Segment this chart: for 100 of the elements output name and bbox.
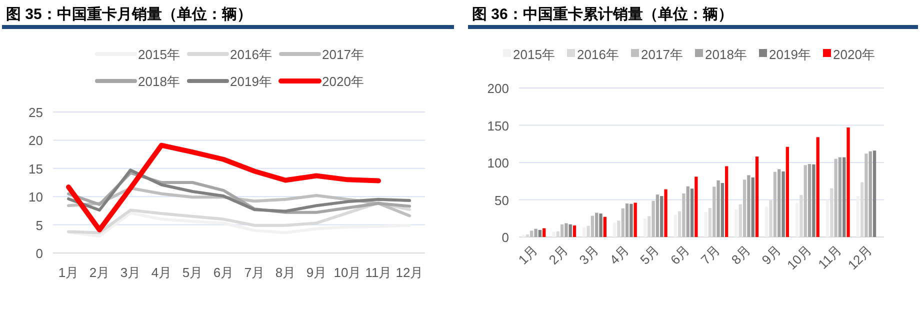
bar [599, 214, 602, 237]
y-tick-label: 200 [487, 81, 509, 96]
bar [530, 230, 534, 237]
x-tick-label: 3月 [576, 242, 602, 268]
bar [742, 180, 746, 237]
x-tick-label: 6月 [213, 265, 234, 280]
bar [856, 196, 860, 237]
legend-label: 2020年 [833, 47, 875, 62]
bar [716, 180, 720, 237]
x-tick-label: 3月 [120, 265, 141, 280]
x-tick-label: 2月 [89, 265, 110, 280]
bar [590, 216, 594, 237]
y-tick-label: 20 [28, 133, 43, 148]
bar [786, 146, 790, 237]
bar [682, 193, 686, 237]
y-tick-label: 150 [487, 118, 509, 134]
bar [755, 156, 759, 237]
bar [725, 166, 728, 237]
x-tick-label: 7月 [698, 242, 723, 268]
bar [838, 157, 842, 237]
legend-label: 2016年 [577, 47, 619, 62]
y-tick-label: 50 [494, 192, 509, 208]
legend-label: 2018年 [705, 47, 747, 62]
bar [826, 200, 830, 237]
x-tick-label: 8月 [275, 265, 296, 280]
bar [652, 200, 655, 237]
legend-label: 2018年 [138, 74, 180, 89]
legend-label: 2019年 [230, 74, 272, 89]
bar [572, 225, 576, 237]
bar [664, 189, 668, 237]
x-tick-label: 11月 [815, 242, 844, 272]
bar [568, 224, 572, 237]
x-tick-label: 4月 [606, 242, 632, 268]
legend-label: 2015年 [138, 47, 180, 62]
bar [834, 158, 838, 237]
x-tick-label: 11月 [365, 265, 392, 280]
x-tick-label: 9月 [758, 242, 784, 268]
bar [782, 171, 785, 237]
legend-label: 2017年 [322, 47, 364, 62]
bar [751, 177, 754, 237]
y-tick-label: 25 [28, 105, 43, 120]
bar [816, 137, 820, 237]
bar [812, 164, 816, 237]
line-series [67, 211, 411, 238]
chart-title: 图 35：中国重卡月销量（单位：辆） [6, 6, 252, 23]
bar [712, 186, 716, 237]
y-tick-label: 10 [28, 190, 43, 205]
bar [694, 176, 698, 237]
x-tick-label: 5月 [182, 265, 203, 280]
bar [674, 214, 677, 237]
bar [560, 224, 564, 237]
bar [542, 228, 546, 237]
bar [625, 203, 629, 237]
x-tick-label: 2月 [546, 242, 571, 268]
x-tick-label: 9月 [306, 265, 327, 280]
chart-title: 图 36：中国重卡累计销量（单位：辆） [472, 6, 733, 23]
x-tick-label: 5月 [637, 242, 662, 268]
bar [690, 188, 694, 237]
x-tick-label: 7月 [244, 265, 265, 280]
bar [864, 154, 868, 237]
x-tick-label: 12月 [396, 265, 424, 280]
bar [582, 227, 586, 237]
line-series [67, 201, 411, 234]
x-tick-label: 1月 [515, 242, 540, 268]
legend-label: 2017年 [641, 47, 683, 62]
x-tick-label: 10月 [784, 242, 814, 273]
bar [868, 151, 872, 237]
bar [630, 204, 633, 237]
bar [704, 212, 708, 237]
x-tick-label: 1月 [58, 265, 79, 280]
bar [846, 127, 850, 237]
bar [734, 209, 738, 237]
bar [765, 206, 768, 237]
x-tick-label: 4月 [151, 265, 172, 280]
bar [564, 223, 568, 237]
bar [634, 202, 637, 237]
bar [603, 216, 607, 237]
x-tick-label: 12月 [844, 242, 875, 273]
bar [747, 175, 750, 237]
x-tick-label: 8月 [728, 242, 754, 268]
y-tick-label: 0 [502, 230, 509, 245]
bar [552, 232, 556, 237]
bar [621, 208, 624, 237]
bar [660, 196, 664, 237]
bar [778, 169, 781, 237]
bar [720, 182, 724, 237]
bar [656, 194, 660, 237]
y-tick-label: 5 [36, 218, 43, 233]
legend-label: 2016年 [230, 47, 272, 62]
x-tick-label: 10月 [334, 265, 362, 280]
bar [595, 212, 598, 237]
bar [686, 186, 690, 237]
bar [842, 157, 846, 237]
bar [538, 230, 542, 237]
y-tick-label: 0 [36, 246, 43, 261]
bar [804, 165, 807, 237]
bar [773, 172, 777, 237]
legend-label: 2019年 [769, 47, 811, 62]
bar [643, 218, 647, 237]
legend-label: 2015年 [513, 47, 555, 62]
